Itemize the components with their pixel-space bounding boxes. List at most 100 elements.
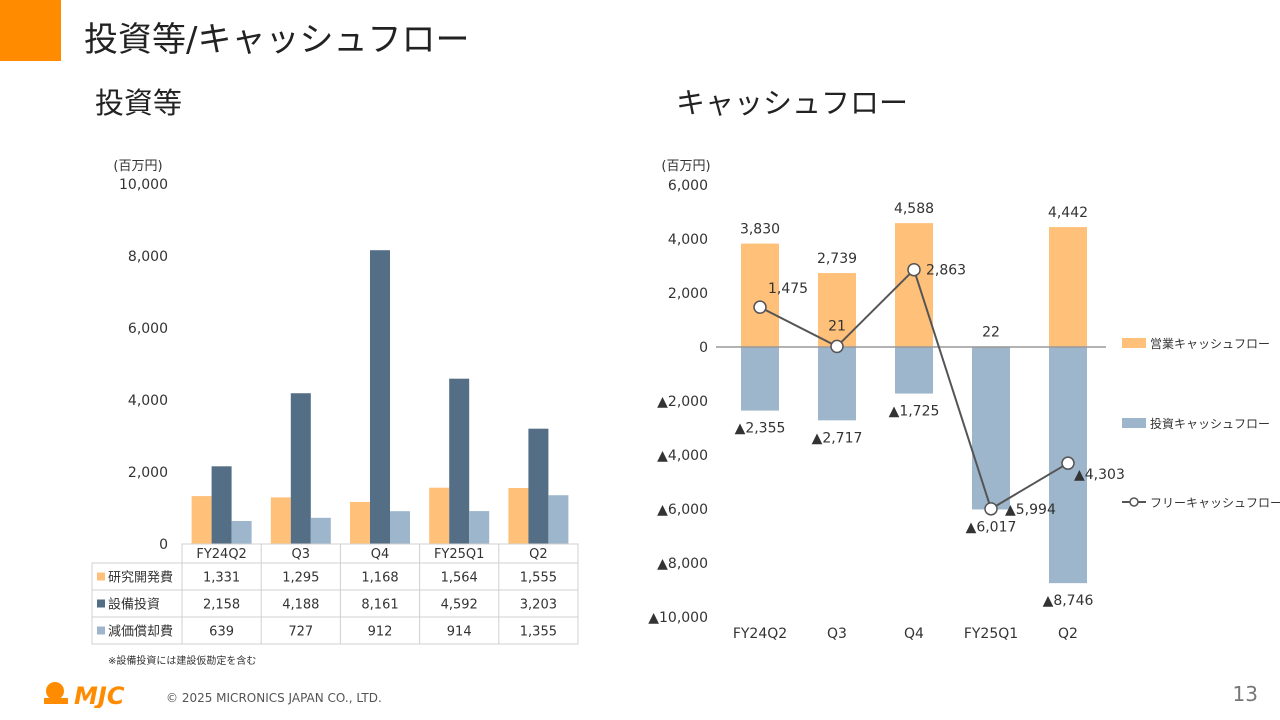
- x-tick-label: FY24Q2: [196, 547, 246, 562]
- y-tick-label: 0: [159, 537, 168, 553]
- investing-cf-label: ▲6,017: [966, 519, 1017, 535]
- bar: [469, 511, 490, 544]
- page-number: 13: [1232, 682, 1258, 706]
- data-label: 4,188: [282, 598, 319, 613]
- free-cf-point: [753, 300, 767, 314]
- x-tick-label: Q2: [529, 547, 548, 562]
- bar: [429, 487, 450, 544]
- bar: [310, 517, 331, 544]
- y-unit-label: (百万円): [113, 159, 162, 174]
- y-tick-label: 2,000: [128, 465, 168, 481]
- free-cf-label: 21: [828, 318, 846, 334]
- y-tick-label: 2,000: [668, 286, 708, 302]
- y-tick-label: ▲8,000: [657, 556, 708, 572]
- investing-cf-bar: [818, 347, 856, 421]
- data-label: 4,592: [441, 598, 478, 613]
- data-label: 914: [447, 625, 472, 640]
- x-tick-label: FY25Q1: [964, 626, 1018, 642]
- bar: [548, 495, 569, 544]
- data-label: 3,203: [520, 598, 557, 613]
- y-tick-label: 8,000: [128, 249, 168, 265]
- investment-section-title: 投資等: [95, 86, 183, 120]
- bar: [390, 511, 410, 544]
- x-tick-label: Q4: [904, 626, 924, 642]
- legend-swatch: [97, 572, 105, 581]
- bar: [508, 488, 529, 544]
- table-row: [91, 616, 579, 645]
- free-cf-label: ▲4,303: [1074, 467, 1125, 483]
- data-label: 1,295: [282, 571, 319, 586]
- x-tick-label: Q4: [371, 547, 390, 562]
- operating-cf-label: 4,442: [1048, 205, 1088, 221]
- data-label: 2,158: [203, 598, 240, 613]
- company-logo: MJC: [44, 680, 144, 710]
- cashflow-section-title: キャッシュフロー: [676, 86, 909, 120]
- free-cf-point: [1061, 456, 1075, 470]
- free-cf-label: ▲5,994: [1005, 502, 1056, 518]
- bar: [191, 496, 212, 544]
- data-label: 8,161: [361, 598, 398, 613]
- free-cf-point: [984, 502, 998, 516]
- bar: [449, 378, 470, 544]
- y-tick-label: 0: [699, 340, 708, 356]
- y-tick-label: ▲4,000: [657, 448, 708, 464]
- free-cf-label: 2,863: [926, 263, 966, 279]
- investment-chart: (百万円) 0 2,000 4,000 6,000 8,000 10,000 FY24Q2 Q3…: [91, 159, 579, 645]
- free-cf-point: [830, 339, 844, 354]
- svg-text:MJC: MJC: [74, 682, 125, 708]
- bar: [528, 428, 549, 544]
- data-label: 912: [368, 625, 393, 640]
- title-accent-block: [0, 0, 61, 61]
- free-cf-label: 1,475: [768, 281, 808, 297]
- legend-label: 研究開発費: [108, 571, 173, 586]
- data-label: 1,331: [203, 571, 240, 586]
- legend-label: 減価償却費: [108, 624, 173, 640]
- investing-cf-label: ▲2,355: [735, 421, 786, 437]
- bar: [370, 250, 390, 545]
- y-tick-label: 4,000: [128, 393, 168, 409]
- operating-cf-label: 2,739: [817, 251, 857, 267]
- bar: [270, 497, 291, 544]
- bar: [211, 466, 232, 544]
- operating-cf-bar: [1049, 227, 1087, 347]
- legend-label: 投資キャッシュフロー: [1150, 416, 1270, 431]
- investing-cf-bar: [895, 347, 933, 394]
- operating-cf-bar: [741, 243, 779, 347]
- operating-cf-label: 4,588: [894, 201, 934, 217]
- x-tick-label: FY25Q1: [434, 547, 484, 562]
- copyright-text: © 2025 MICRONICS JAPAN CO., LTD.: [166, 691, 382, 705]
- operating-cf-bar: [895, 223, 933, 347]
- operating-cf-label: 22: [982, 324, 1000, 340]
- y-tick-label: 10,000: [119, 177, 168, 193]
- legend-swatch: [1122, 418, 1146, 428]
- data-label: 1,355: [520, 625, 557, 640]
- bar: [290, 393, 311, 544]
- legend-label: 営業キャッシュフロー: [1150, 337, 1270, 351]
- y-tick-label: 4,000: [668, 232, 708, 248]
- investing-cf-label: ▲2,717: [812, 430, 863, 446]
- legend-swatch: [97, 599, 105, 608]
- data-label: 1,168: [361, 571, 398, 586]
- table-row: [91, 589, 579, 618]
- footnote: ※設備投資には建設仮勘定を含む: [108, 656, 257, 667]
- y-tick-label: 6,000: [128, 321, 168, 337]
- investing-cf-bar: [972, 347, 1010, 510]
- legend-swatch: [1122, 338, 1146, 348]
- data-label: 639: [209, 625, 234, 640]
- cashflow-chart: (百万円) 6,000 4,000 2,000 0 ▲2,000 ▲4,000 ▲6,000 ▲…: [648, 159, 1280, 642]
- y-tick-label: 6,000: [668, 178, 708, 194]
- x-tick-label: Q2: [1058, 626, 1078, 642]
- x-tick-label: Q3: [827, 626, 847, 642]
- y-tick-label: ▲10,000: [648, 610, 708, 626]
- operating-cf-bar: [818, 273, 856, 347]
- logo-circle-icon: [46, 682, 64, 700]
- page-title: 投資等/キャッシュフロー: [84, 20, 470, 60]
- investing-cf-bar: [741, 347, 779, 411]
- data-label: 727: [288, 625, 313, 640]
- legend-label: 設備投資: [108, 597, 160, 613]
- legend-marker: [1129, 497, 1139, 507]
- bar: [350, 501, 370, 544]
- data-label: 1,564: [441, 571, 478, 586]
- bar: [231, 520, 252, 544]
- legend-swatch: [97, 626, 105, 635]
